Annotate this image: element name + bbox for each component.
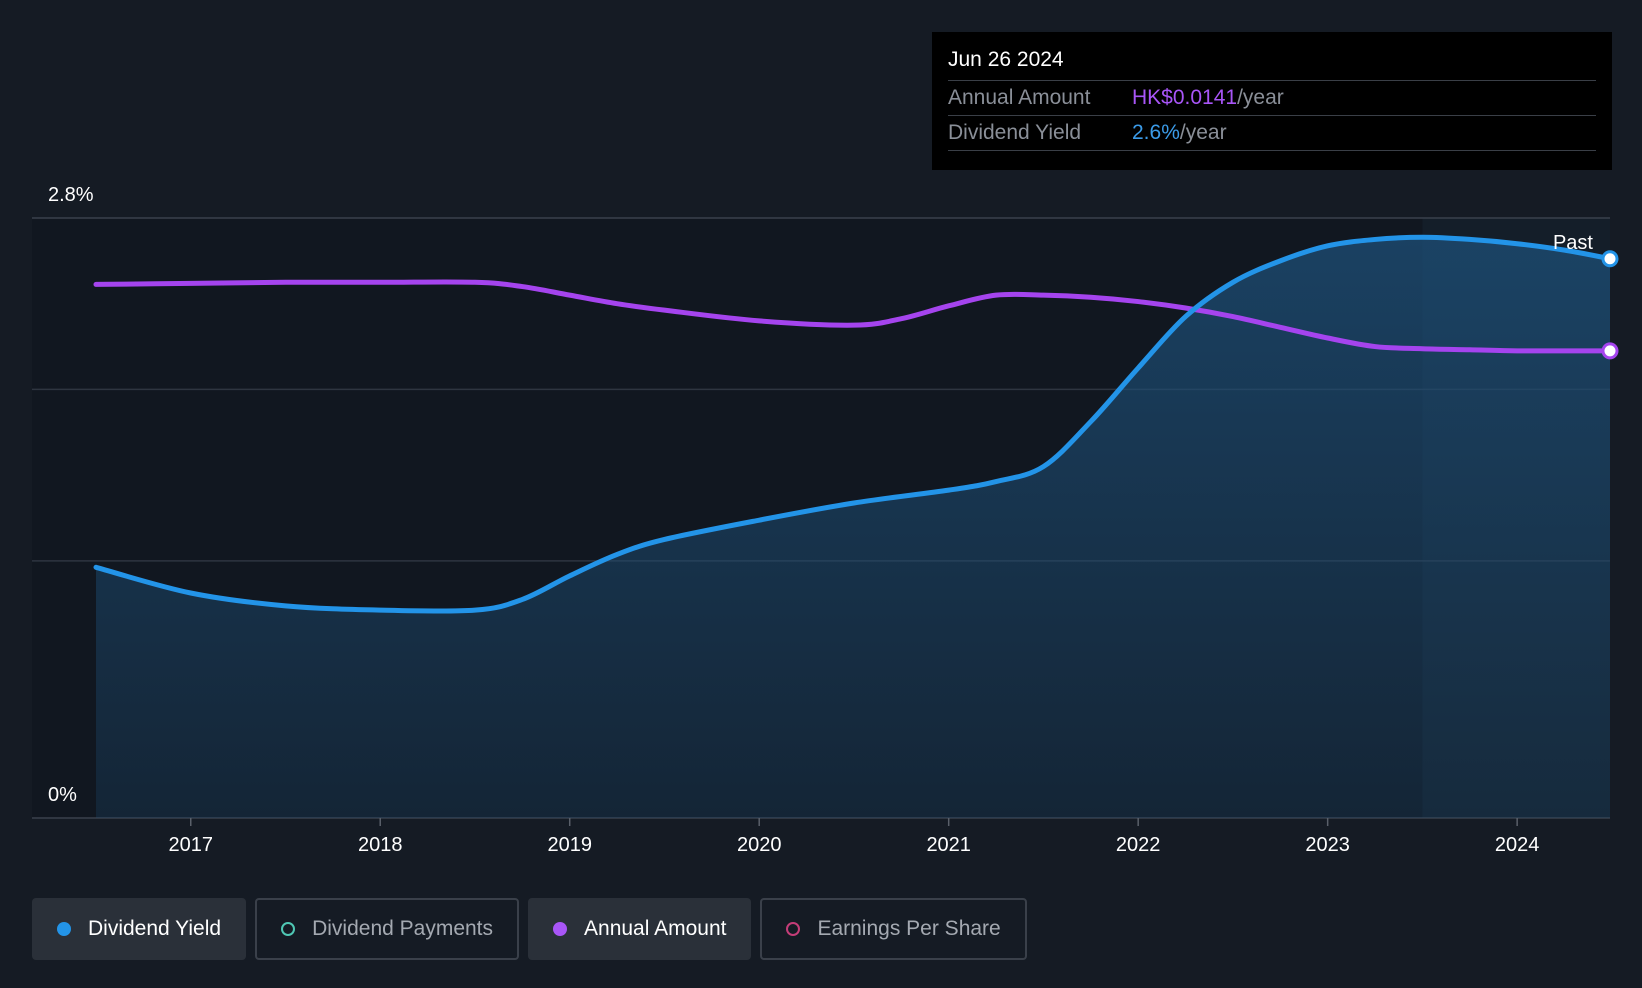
past-label: Past [1553, 232, 1593, 254]
tooltip-label: Annual Amount [948, 86, 1091, 109]
legend: Dividend Yield Dividend Payments Annual … [32, 898, 1027, 960]
tooltip-value: 2.6% [1132, 121, 1180, 144]
annual-amount-dot-icon [553, 922, 568, 936]
legend-label: Dividend Payments [312, 917, 494, 940]
x-axis-tick-label: 2023 [1305, 834, 1350, 856]
tooltip-row-annual-amount: Annual Amount HK$0.0141 /year [948, 81, 1596, 116]
x-axis-tick-label: 2022 [1116, 834, 1161, 856]
legend-label: Earnings Per Share [817, 917, 1001, 940]
x-axis-tick-label: 2020 [737, 834, 782, 856]
x-axis: 2017 2018 2019 2020 2021 2022 2023 2024 [168, 818, 1539, 856]
tooltip-panel: Jun 26 2024 Annual Amount HK$0.0141 /yea… [932, 32, 1612, 170]
tooltip-value: HK$0.0141 [1132, 86, 1238, 109]
dividend-yield-line [93, 234, 1613, 614]
dividend-yield-end-marker[interactable] [1601, 250, 1619, 268]
tooltip-label: Dividend Yield [948, 121, 1082, 144]
legend-label: Annual Amount [584, 917, 727, 940]
earnings-per-share-circle-icon [786, 922, 801, 936]
x-axis-tick-label: 2019 [547, 834, 592, 856]
tooltip-date: Jun 26 2024 [948, 46, 1596, 81]
dividend-yield-area [96, 237, 1610, 819]
tooltip-row-dividend-yield: Dividend Yield 2.6% /year [948, 116, 1596, 151]
legend-label: Dividend Yield [88, 917, 222, 940]
x-axis-tick-label: 2017 [168, 834, 213, 856]
annual-amount-line [93, 279, 1613, 354]
legend-dividend-yield[interactable]: Dividend Yield [32, 898, 247, 960]
tooltip-unit: /year [1179, 121, 1227, 144]
x-axis-tick-label: 2021 [926, 834, 971, 856]
legend-dividend-payments[interactable]: Dividend Payments [255, 898, 520, 960]
legend-earnings-per-share[interactable]: Earnings Per Share [760, 898, 1027, 960]
x-axis-tick-label: 2018 [358, 834, 403, 856]
dividend-yield-dot-icon [57, 922, 71, 936]
dividend-payments-circle-icon [281, 922, 296, 936]
y-axis-top-label: 2.8% [48, 184, 94, 206]
annual-amount-end-marker[interactable] [1601, 342, 1619, 360]
y-axis-bottom-label: 0% [48, 784, 77, 806]
x-axis-tick-label: 2024 [1495, 834, 1540, 856]
legend-annual-amount[interactable]: Annual Amount [528, 898, 752, 960]
tooltip-unit: /year [1237, 86, 1284, 109]
